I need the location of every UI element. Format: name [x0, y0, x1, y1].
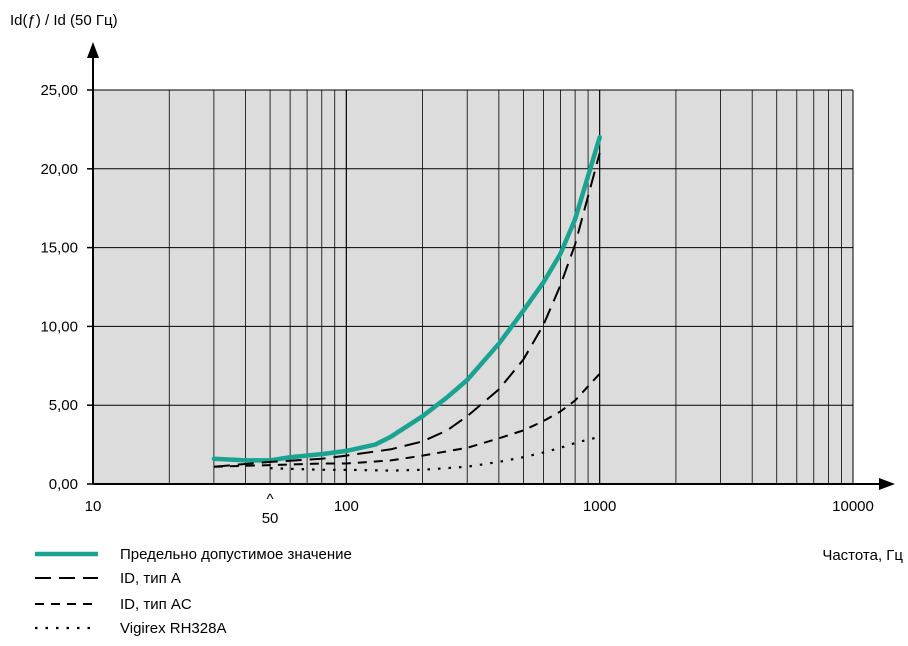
- legend-label: ID, тип AC: [120, 596, 192, 613]
- series-line-1: [211, 135, 602, 463]
- legend-label: Vigirex RH328A: [120, 620, 226, 637]
- y-tick-label: 15,00: [40, 240, 78, 257]
- y-tick-label: 25,00: [40, 82, 78, 99]
- series-line-3: [213, 373, 601, 468]
- series-lines: [211, 135, 602, 472]
- y-tick-label: 20,00: [40, 161, 78, 178]
- annotation-marker: ^: [267, 491, 274, 508]
- x-tick-labels: 10 100 1000 10000: [85, 498, 874, 515]
- legend-label: Предельно допустимое значение: [120, 546, 352, 563]
- y-tick-label: 5,00: [49, 397, 78, 414]
- series-line-2: [213, 152, 601, 468]
- legend-label: ID, тип A: [120, 570, 181, 587]
- y-tick-label: 10,00: [40, 318, 78, 335]
- y-tick-labels: 0,00 5,00 10,00 15,00 20,00 25,00: [40, 82, 78, 493]
- y-tick-label: 0,00: [49, 476, 78, 493]
- x-tick-label: 10000: [832, 498, 874, 515]
- x-axis-label: Частота, Гц: [822, 547, 903, 564]
- x-axis-arrow: [879, 478, 895, 490]
- legend: Предельно допустимое значение ID, тип A ID…: [35, 546, 352, 637]
- y-axis-arrow: [87, 42, 99, 58]
- y-axis-label: Id(ƒ) / Id (50 Гц): [10, 12, 118, 29]
- grid-lines: [93, 89, 854, 484]
- plot-area: [93, 90, 853, 484]
- annotation-label: 50: [262, 510, 279, 527]
- x-tick-label: 1000: [583, 498, 616, 515]
- series-line-4: [270, 435, 600, 472]
- annotation-50: ^ 50: [262, 491, 279, 527]
- axes: [87, 42, 895, 490]
- x-tick-label: 10: [85, 498, 102, 515]
- x-tick-label: 100: [334, 498, 359, 515]
